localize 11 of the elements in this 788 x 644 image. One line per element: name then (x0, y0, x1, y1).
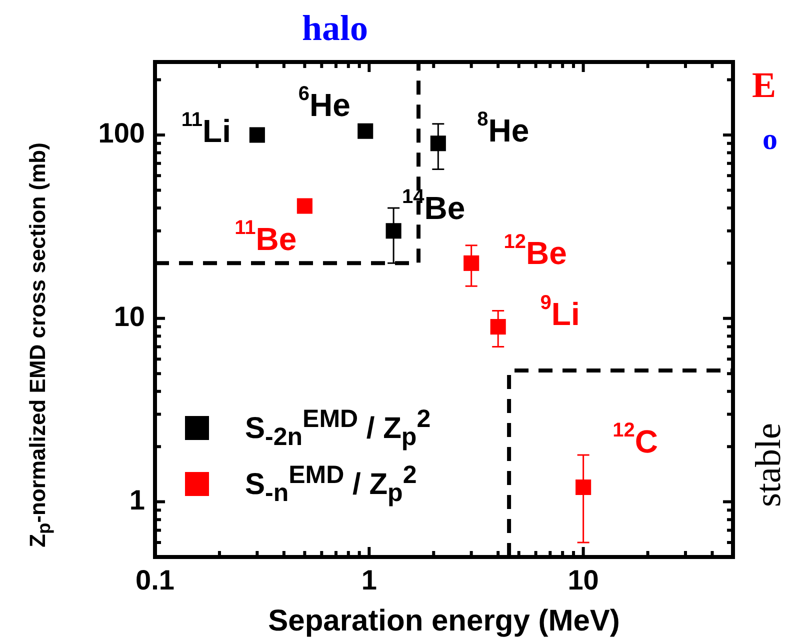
text: stable (747, 423, 788, 507)
x-tick-label: 0.1 (136, 564, 174, 596)
text: halo (302, 7, 368, 49)
x-axis-title: Separation energy (MeV) (268, 604, 620, 638)
y-tick-label: 100 (98, 118, 145, 149)
text: o (762, 123, 778, 157)
y-tick-label: 10 (114, 301, 145, 332)
text: E (752, 64, 776, 106)
x-tick-label: 10 (568, 564, 599, 596)
y-tick-label: 1 (129, 484, 145, 516)
x-tick-label: 1 (361, 564, 377, 596)
